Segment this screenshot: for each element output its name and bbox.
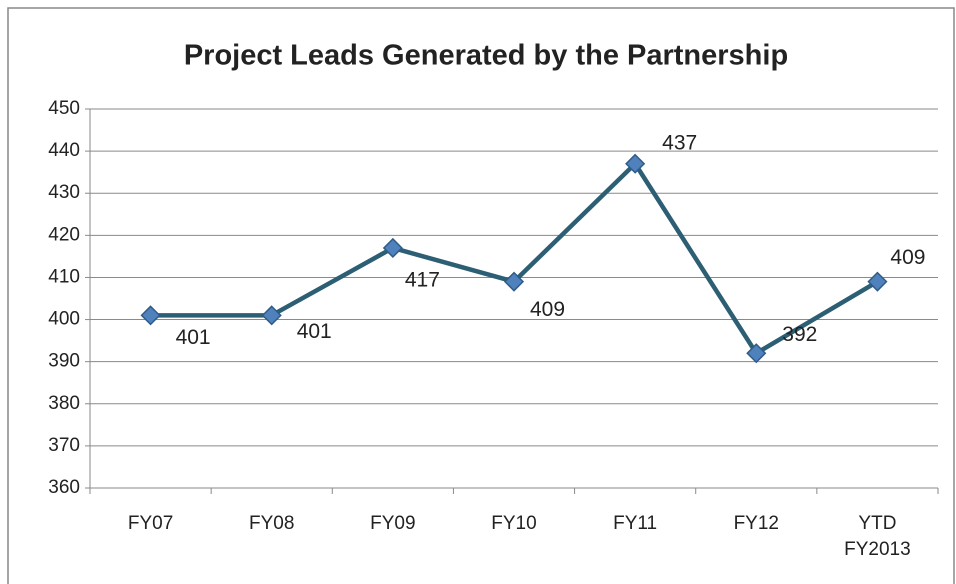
data-label: 437 <box>662 131 697 154</box>
data-label: 409 <box>530 298 565 321</box>
data-point <box>382 237 403 259</box>
data-label: 401 <box>176 326 211 349</box>
x-tick-label: YTD FY2013 <box>844 513 911 560</box>
y-tick-label: 400 <box>48 309 80 330</box>
y-tick-label: 360 <box>48 477 80 498</box>
y-tick-label: 440 <box>48 140 80 161</box>
y-tick-label: 370 <box>48 435 80 456</box>
x-tick-label: FY07 <box>127 513 174 534</box>
data-label: 409 <box>890 246 925 269</box>
chart-title: Project Leads Generated by the Partnersh… <box>184 40 788 72</box>
data-point <box>261 305 282 326</box>
x-tick-label: FY12 <box>733 513 779 534</box>
data-point <box>140 305 161 326</box>
chart-border <box>7 7 955 584</box>
y-tick-label: 380 <box>48 393 80 414</box>
x-tick-label: FY09 <box>370 513 416 534</box>
data-point <box>867 271 888 292</box>
data-point <box>746 343 767 364</box>
y-tick-label: 390 <box>48 351 80 372</box>
data-point <box>625 153 646 174</box>
y-tick-label: 450 <box>48 98 80 119</box>
data-label: 392 <box>782 323 817 346</box>
x-tick-label: FY08 <box>248 513 295 534</box>
y-tick-label: 430 <box>48 182 80 203</box>
data-point <box>503 271 525 292</box>
y-tick-label: 410 <box>48 266 80 287</box>
data-label: 417 <box>405 269 440 292</box>
data-label: 401 <box>297 320 332 343</box>
x-tick-label: FY10 <box>491 513 537 534</box>
y-tick-label: 420 <box>48 224 80 245</box>
x-tick-label: FY11 <box>613 513 658 534</box>
